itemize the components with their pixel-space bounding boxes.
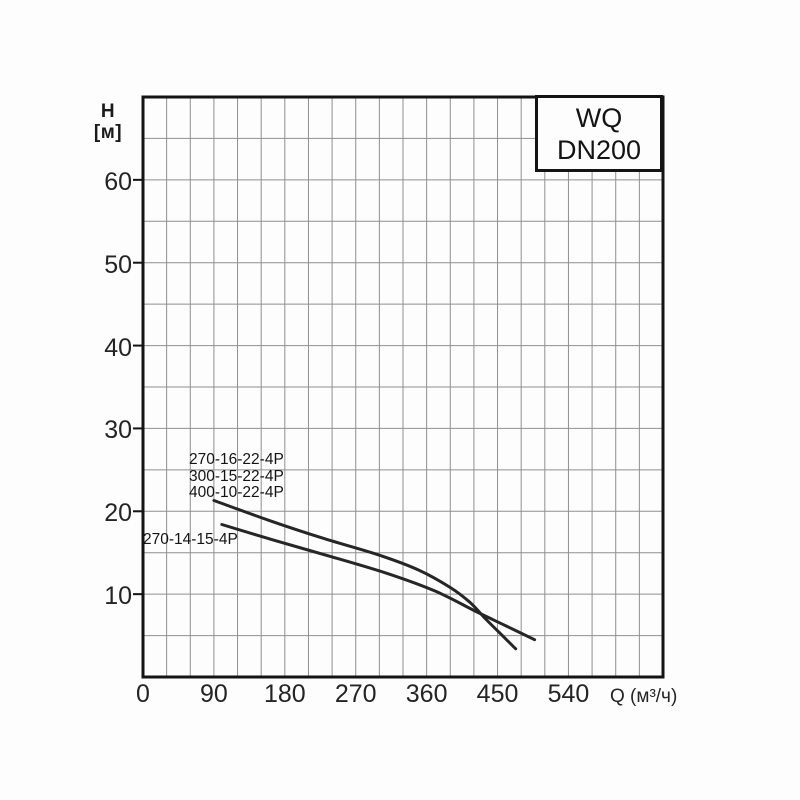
x-tick-label: 360 <box>405 680 448 708</box>
x-tick-label: 270 <box>334 680 377 708</box>
y-tick-label: 50 <box>104 250 132 279</box>
x-tick-label: 90 <box>200 680 228 708</box>
y-axis-title-symbol: H <box>100 101 116 122</box>
y-tick-label: 40 <box>104 333 132 362</box>
y-axis-title: H [м] <box>84 101 132 143</box>
plot-frame <box>141 95 665 679</box>
series-family-name: WQ <box>575 102 623 133</box>
x-tick-label: 450 <box>476 680 519 708</box>
x-tick-label: 540 <box>547 680 590 708</box>
y-tick-label: 60 <box>104 167 132 196</box>
y-axis-title-unit: [м] <box>93 122 123 143</box>
curve-labels-22-4p: 270-16-22-4P 300-15-22-4P 400-10-22-4P <box>189 451 284 502</box>
x-axis-title: Q (м³/ч) <box>610 686 678 707</box>
curve-label-15-4p: 270-14-15-4P <box>143 531 238 548</box>
x-tick-label: 180 <box>263 680 306 708</box>
y-tick-label: 10 <box>104 582 132 611</box>
curve-label: 270-16-22-4P <box>189 451 284 468</box>
plot-area <box>133 95 665 679</box>
performance-curve-2 <box>220 523 537 642</box>
curve-label: 400-10-22-4P <box>189 484 284 501</box>
curve-label: 270-14-15-4P <box>143 531 238 548</box>
performance-curve-1 <box>212 499 518 651</box>
y-tick-label: 20 <box>104 499 132 528</box>
curve-label: 300-15-22-4P <box>189 467 284 485</box>
x-tick-label: 0 <box>136 680 150 708</box>
series-family-size: DN200 <box>556 134 642 165</box>
y-tick-label: 30 <box>104 416 132 445</box>
series-family-box: WQ DN200 <box>535 95 663 172</box>
chart-svg <box>133 95 665 679</box>
